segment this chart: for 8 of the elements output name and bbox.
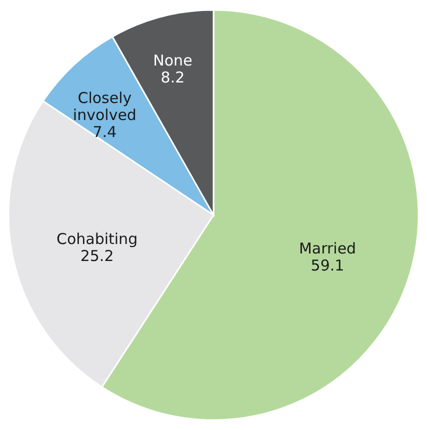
data-label: 25.2 — [80, 246, 114, 265]
slice-label: Cohabiting — [56, 230, 138, 248]
data-label: 8.2 — [160, 68, 185, 86]
data-label: 59.1 — [310, 256, 344, 275]
data-label: 7.4 — [92, 122, 117, 141]
slice-label: Married — [298, 240, 356, 258]
slice-label: Closely involved — [72, 88, 136, 124]
slice-label: None — [153, 51, 192, 70]
